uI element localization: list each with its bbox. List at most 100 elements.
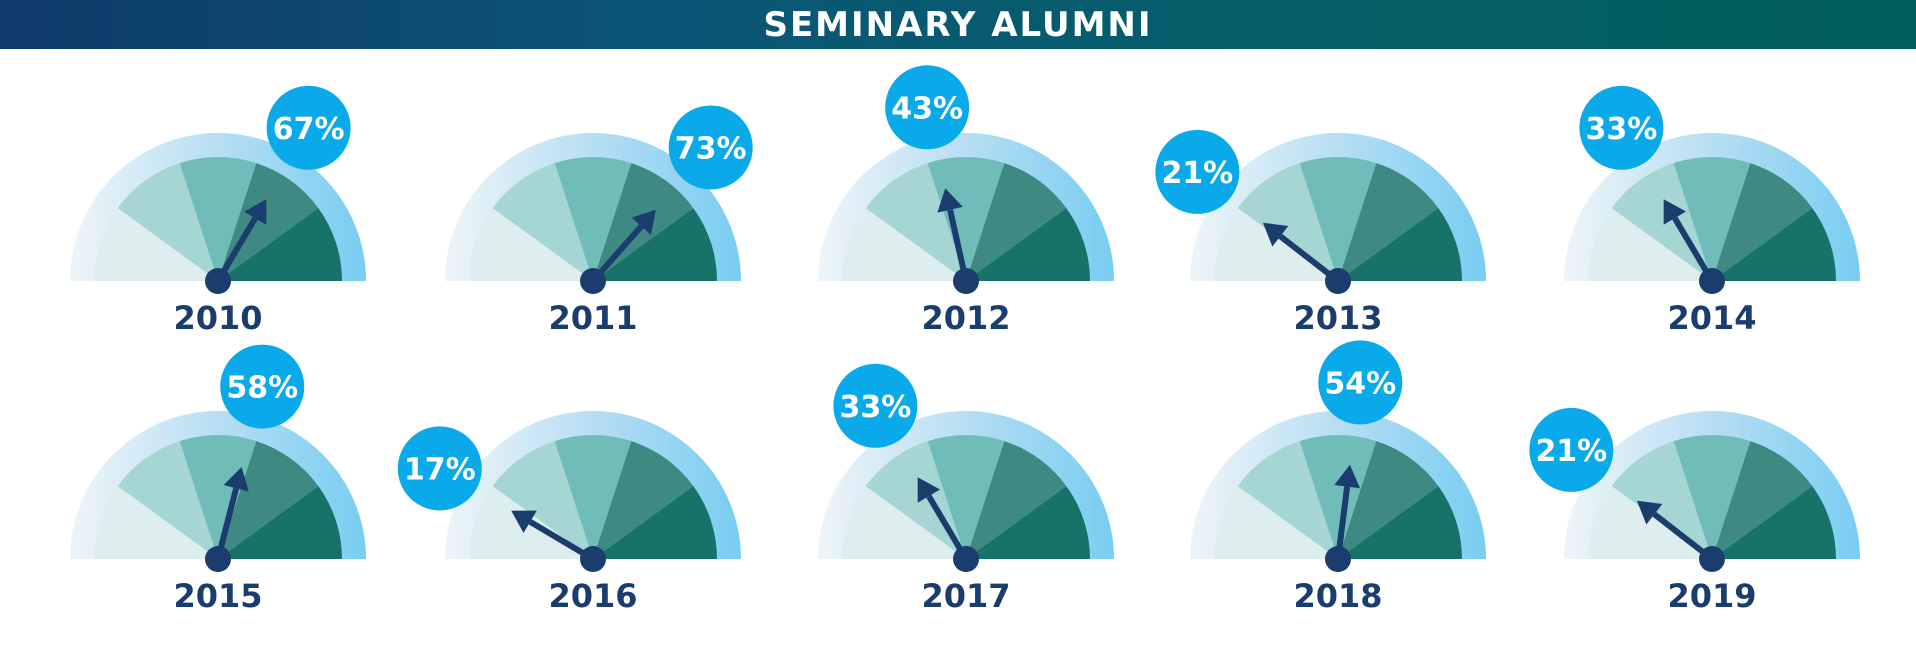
gauge-segment-4: [218, 441, 319, 559]
value-bubble: [833, 363, 918, 448]
gauge-segment-1: [1588, 486, 1712, 559]
gauge-2012: 43% 2012: [818, 65, 1114, 337]
gauge-segment-2: [1237, 163, 1338, 281]
gauge-segment-2: [492, 163, 593, 281]
value-bubble: [885, 65, 970, 150]
gauge-segment-5: [1712, 486, 1836, 559]
gauge-2011: 73% 2011: [445, 105, 753, 337]
gauge-segment-2: [117, 441, 218, 559]
gauge-pivot: [205, 546, 231, 572]
gauge-segment-2: [492, 441, 593, 559]
year-label: 2014: [1667, 299, 1756, 337]
gauge-segment-4: [1338, 163, 1439, 281]
gauge-pivot: [1699, 268, 1725, 294]
gauge-2013: 21% 2013: [1155, 129, 1486, 337]
gauge-segment-1: [94, 486, 218, 559]
gauge-segment-3: [1299, 157, 1377, 281]
value-label: 33%: [1585, 112, 1657, 147]
gauge-segment-1: [842, 208, 966, 281]
value-bubble: [397, 426, 482, 511]
gauge-segment-5: [966, 486, 1090, 559]
value-label: 54%: [1324, 366, 1396, 401]
gauge-segment-3: [927, 434, 1005, 559]
gauge-segment-4: [1338, 441, 1439, 559]
gauge-2016: 17% 2016: [397, 411, 741, 615]
gauge-pivot: [1325, 268, 1351, 294]
gauge-2014: 33% 2014: [1564, 85, 1860, 337]
gauge-2010: 67% 2010: [70, 85, 366, 337]
gauge-segment-1: [94, 208, 218, 281]
year-label: 2015: [173, 577, 262, 615]
gauge-segment-4: [1712, 163, 1813, 281]
gauge-pivot: [953, 546, 979, 572]
year-label: 2010: [173, 299, 262, 337]
gauge-needle-tip: [917, 477, 941, 503]
value-label: 73%: [675, 131, 747, 166]
year-label: 2019: [1667, 577, 1756, 615]
gauge-2019: 21% 2019: [1529, 407, 1860, 615]
gauge-segment-5: [593, 486, 717, 559]
gauge-2017: 33% 2017: [818, 363, 1114, 615]
gauge-pivot: [953, 268, 979, 294]
value-label: 17%: [404, 452, 476, 487]
value-label: 58%: [226, 371, 298, 406]
chart-title: SEMINARY ALUMNI: [763, 4, 1153, 45]
year-label: 2016: [548, 577, 637, 615]
value-bubble: [668, 105, 753, 190]
gauge-segment-4: [1712, 441, 1813, 559]
gauge-segment-2: [1611, 441, 1712, 559]
gauge-segment-2: [865, 163, 966, 281]
gauge-segment-5: [218, 486, 342, 559]
year-label: 2011: [548, 299, 637, 337]
gauge-needle-tip: [1636, 500, 1663, 525]
gauge-needle-tip: [1262, 222, 1289, 247]
gauge-segment-5: [1712, 208, 1836, 281]
gauge-segment-5: [1338, 486, 1462, 559]
gauge-segment-3: [179, 157, 257, 281]
gauge-pivot: [580, 268, 606, 294]
gauge-segment-5: [218, 208, 342, 281]
gauge-segment-5: [966, 208, 1090, 281]
value-bubble: [266, 85, 351, 170]
year-label: 2018: [1293, 577, 1382, 615]
gauge-needle-tip: [511, 510, 537, 534]
gauge-segment-5: [1338, 208, 1462, 281]
gauge-segment-1: [1214, 486, 1338, 559]
value-bubble: [1579, 85, 1664, 170]
gauge-segment-3: [1299, 434, 1377, 559]
value-label: 33%: [839, 390, 911, 425]
gauge-pivot: [1325, 546, 1351, 572]
gauge-segment-5: [593, 208, 717, 281]
gauge-segment-1: [1588, 208, 1712, 281]
gauge-2018: 54% 2018: [1190, 340, 1486, 615]
gauge-segment-2: [117, 163, 218, 281]
value-label: 67%: [273, 112, 345, 147]
gauge-segment-2: [865, 441, 966, 559]
value-label: 21%: [1161, 156, 1233, 191]
value-bubble: [220, 344, 305, 429]
gauge-segment-1: [469, 208, 593, 281]
year-label: 2012: [921, 299, 1010, 337]
gauge-segment-4: [966, 441, 1067, 559]
gauge-segment-1: [842, 486, 966, 559]
gauge-segment-2: [1611, 163, 1712, 281]
gauge-segment-4: [593, 441, 694, 559]
gauge-segment-3: [554, 435, 632, 559]
gauge-needle-tip: [223, 466, 249, 492]
gauge-segment-3: [1673, 435, 1751, 559]
gauge-2015: 58% 2015: [70, 344, 366, 615]
year-label: 2013: [1293, 299, 1382, 337]
value-bubble: [1529, 407, 1614, 492]
gauge-needle-tip: [243, 199, 267, 225]
value-label: 43%: [891, 91, 963, 126]
gauge-needle-tip: [1334, 464, 1361, 489]
gauge-segment-3: [927, 157, 1005, 281]
value-bubble: [1155, 129, 1240, 214]
gauge-needle-tip: [937, 188, 963, 213]
gauge-needle-tip: [631, 209, 656, 235]
value-label: 21%: [1535, 434, 1607, 469]
gauge-segment-1: [1214, 208, 1338, 281]
year-label: 2017: [921, 577, 1010, 615]
gauge-pivot: [205, 268, 231, 294]
